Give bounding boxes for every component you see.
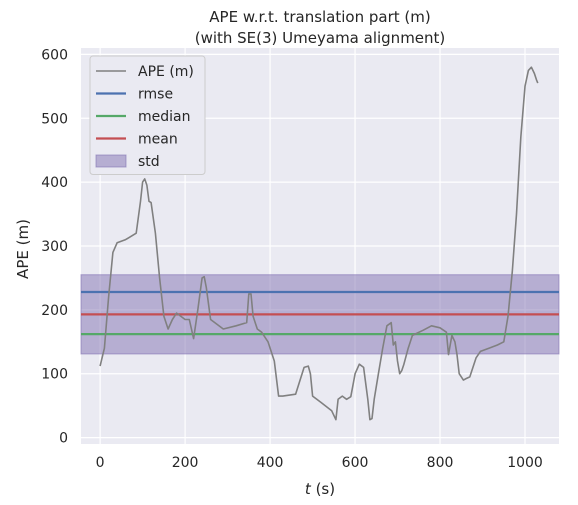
y-tick-label: 200 <box>41 303 68 319</box>
x-tick-labels: 0 200 400 600 800 1000 <box>96 455 543 471</box>
legend-label: rmse <box>138 87 173 103</box>
x-tick-label: 600 <box>342 455 369 471</box>
legend-label: median <box>138 109 190 125</box>
y-tick-label: 500 <box>41 111 68 127</box>
x-tick-label: 800 <box>427 455 454 471</box>
y-tick-label: 400 <box>41 175 68 191</box>
x-axis-label: t (s) <box>305 480 335 498</box>
y-tick-label: 300 <box>41 239 68 255</box>
chart-subtitle: (with SE(3) Umeyama alignment) <box>195 29 446 47</box>
legend-label: APE (m) <box>138 64 194 80</box>
y-axis-label: APE (m) <box>14 219 32 279</box>
chart-title: APE w.r.t. translation part (m) <box>209 8 430 26</box>
x-tick-label: 400 <box>257 455 284 471</box>
y-tick-label: 600 <box>41 47 68 63</box>
x-axis-label-unit: (s) <box>311 480 335 498</box>
legend-label: std <box>138 154 160 170</box>
legend: APE (m) rmse median mean std <box>90 56 205 175</box>
y-tick-label: 100 <box>41 367 68 383</box>
y-tick-labels: 0 100 200 300 400 500 600 <box>41 47 68 446</box>
x-tick-label: 1000 <box>507 455 543 471</box>
legend-label: mean <box>138 132 178 148</box>
x-tick-label: 200 <box>172 455 199 471</box>
legend-swatch <box>96 155 126 167</box>
x-tick-label: 0 <box>96 455 105 471</box>
y-tick-label: 0 <box>59 431 68 447</box>
